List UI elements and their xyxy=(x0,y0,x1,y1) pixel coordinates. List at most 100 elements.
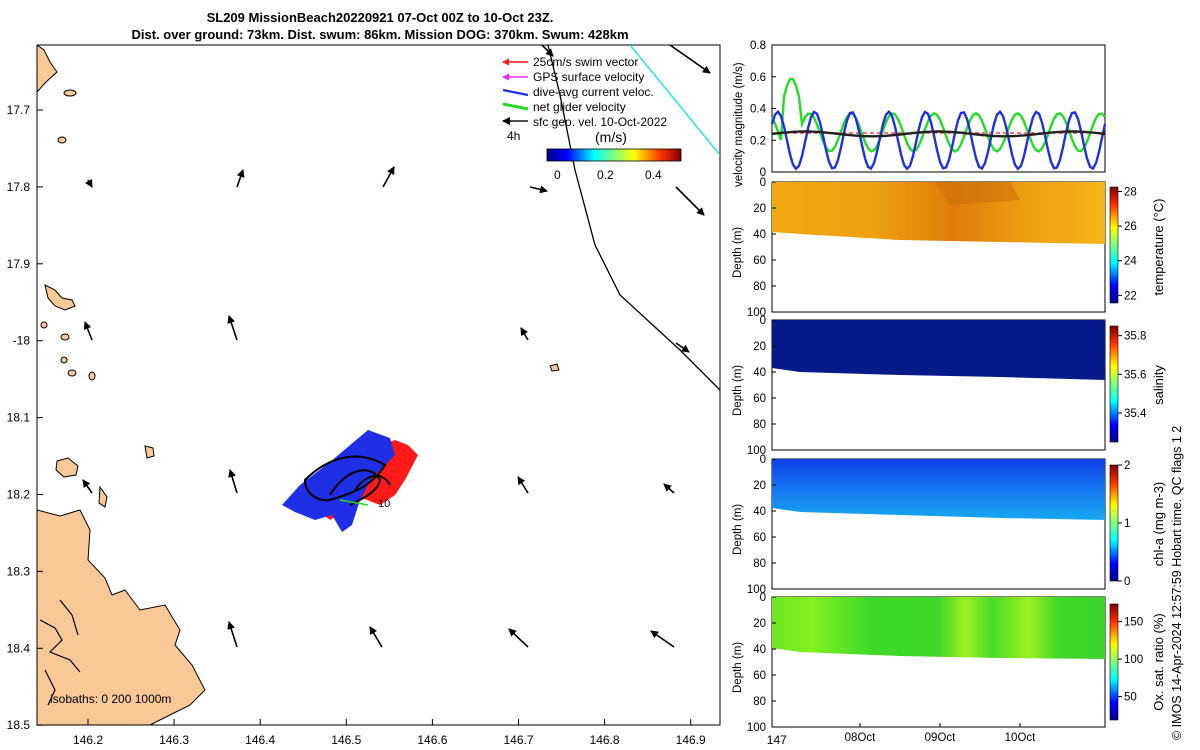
colorbar-tick-label: 28 xyxy=(1124,186,1137,198)
island xyxy=(98,485,108,508)
vector-arrow xyxy=(663,483,675,494)
legend-blue-line xyxy=(502,88,529,97)
variable-label: temperature (°C) xyxy=(1151,199,1166,296)
map-xtick-label: 146.8 xyxy=(590,733,620,747)
colorbar-title: (m/s) xyxy=(595,129,627,145)
temperature-panel xyxy=(771,181,1119,313)
depth-ytick-label: 80 xyxy=(753,696,766,708)
vector-arrow xyxy=(83,321,93,341)
vector-arrow xyxy=(228,469,238,494)
vector-arrow xyxy=(529,185,548,194)
depth-ytick-label: 60 xyxy=(753,255,766,267)
oxygen-field xyxy=(772,597,1105,659)
track-label: 10 xyxy=(378,498,390,510)
oxygen-panel xyxy=(771,596,1119,728)
colorbar-tick-label: 35.6 xyxy=(1124,369,1146,381)
oxygen-colorbar xyxy=(1109,603,1119,721)
depth-ytick-label: 40 xyxy=(753,644,766,656)
colorbar-tick-label: 0 xyxy=(1124,576,1130,588)
map-xtick-label: 146.9 xyxy=(676,733,706,747)
cyan-contour xyxy=(629,45,720,156)
series-smoothed-line xyxy=(771,130,1106,138)
chl-field xyxy=(772,459,1105,520)
depth-ytick-label: 20 xyxy=(753,618,766,630)
map-xtick-label: 147 xyxy=(767,733,787,747)
depth-ylabel: Depth (m) xyxy=(732,504,744,555)
depth-ytick-label: 0 xyxy=(760,315,766,327)
map-ytick-label: 17.7 xyxy=(7,103,31,117)
colorbar-tick-label: 24 xyxy=(1124,256,1137,268)
salinity-colorbar xyxy=(1109,325,1119,443)
island xyxy=(67,369,77,377)
depth-ytick-label: 60 xyxy=(753,670,766,682)
colorbar-tick: 0 xyxy=(554,168,561,182)
map-ytick-label: 18.3 xyxy=(7,564,31,578)
vector-arrow xyxy=(650,630,675,648)
island xyxy=(40,321,48,329)
depth-ytick-label: 100 xyxy=(747,584,766,596)
land-northwest xyxy=(37,45,58,93)
depth-ytick-label: 40 xyxy=(753,506,766,518)
depth-ytick-label: 60 xyxy=(753,393,766,405)
depth-ytick-label: 40 xyxy=(753,367,766,379)
map-ytick-label: 18.2 xyxy=(7,488,31,502)
island xyxy=(88,371,96,381)
depth-ytick-label: 0 xyxy=(760,454,766,466)
depth-ylabel: Depth (m) xyxy=(732,227,744,278)
colorbar-tick-label: 35.8 xyxy=(1124,331,1146,343)
legend-label: sfc geo. vel. 10-Oct-2022 xyxy=(533,115,667,129)
island xyxy=(44,284,76,311)
colorbar-tick-label: 100 xyxy=(1124,654,1143,666)
temperature-warm-patch xyxy=(935,182,1020,205)
figure-title-line1: SL209 MissionBeach20220921 07-Oct 00Z to… xyxy=(206,10,554,25)
colorbar-tick-label: 2 xyxy=(1124,460,1130,472)
depth-ytick-label: 60 xyxy=(753,532,766,544)
figure-title-line2: Dist. over ground: 73km. Dist. swum: 86k… xyxy=(131,27,629,42)
map-xtick-label: 146.7 xyxy=(503,733,533,747)
coastline-contour xyxy=(547,45,720,391)
velocity-panel: velocity magnitude (m/s) 0 0.2 0.4 0.6 0.8 xyxy=(733,40,1107,187)
velocity-ytick-label: 0.2 xyxy=(750,135,766,147)
depth-ylabel: Depth (m) xyxy=(732,365,744,416)
vector-arrow xyxy=(520,327,529,341)
island xyxy=(60,356,68,364)
island xyxy=(549,363,560,372)
current-vectors xyxy=(82,45,711,648)
speed-colorbar xyxy=(546,148,682,162)
colorbar-tick-label: 26 xyxy=(1124,221,1137,233)
colorbar-tick-label: 50 xyxy=(1124,692,1137,704)
salinity-field xyxy=(772,320,1105,380)
map-xtick-label: 146.4 xyxy=(245,733,275,747)
depth-ytick-label: 20 xyxy=(753,480,766,492)
island xyxy=(144,445,155,459)
salinity-panel xyxy=(771,319,1119,451)
map-legend: 25cm/s swim vector GPS surface velocity … xyxy=(502,55,682,182)
legend-green-line xyxy=(502,102,529,111)
legend-label: net glider velocity xyxy=(533,100,626,114)
depth-ytick-label: 80 xyxy=(753,419,766,431)
map-ytick-label: 18.4 xyxy=(7,641,31,655)
map-xtick-label: 146.6 xyxy=(417,733,447,747)
velocity-ytick-label: 0 xyxy=(760,167,766,179)
chl-colorbar xyxy=(1109,464,1119,582)
island xyxy=(60,333,70,341)
depth-ytick-label: 80 xyxy=(753,281,766,293)
series-net-glider-line xyxy=(770,77,1106,153)
vector-arrow xyxy=(236,169,245,188)
time-xtick-label: 09Oct xyxy=(925,732,956,744)
map-xtick-label: 146.5 xyxy=(331,733,361,747)
series-dive-avg-line xyxy=(770,109,1107,171)
glider-track: 10 xyxy=(282,430,418,532)
chl-panel xyxy=(771,458,1119,590)
variable-label: Ox. sat. ratio (%) xyxy=(1151,613,1166,711)
variable-label: salinity xyxy=(1151,365,1166,405)
depth-ytick-label: 80 xyxy=(753,558,766,570)
colorbar-tick: 0.4 xyxy=(645,168,662,182)
vector-arrow xyxy=(669,45,711,74)
island xyxy=(57,136,67,144)
time-xtick-label: 10Oct xyxy=(1005,732,1036,744)
isobaths-label: isobaths: 0 200 1000m xyxy=(50,692,171,706)
map-ytick-label: 17.9 xyxy=(7,257,31,271)
map-ytick-label: -18 xyxy=(13,334,31,348)
